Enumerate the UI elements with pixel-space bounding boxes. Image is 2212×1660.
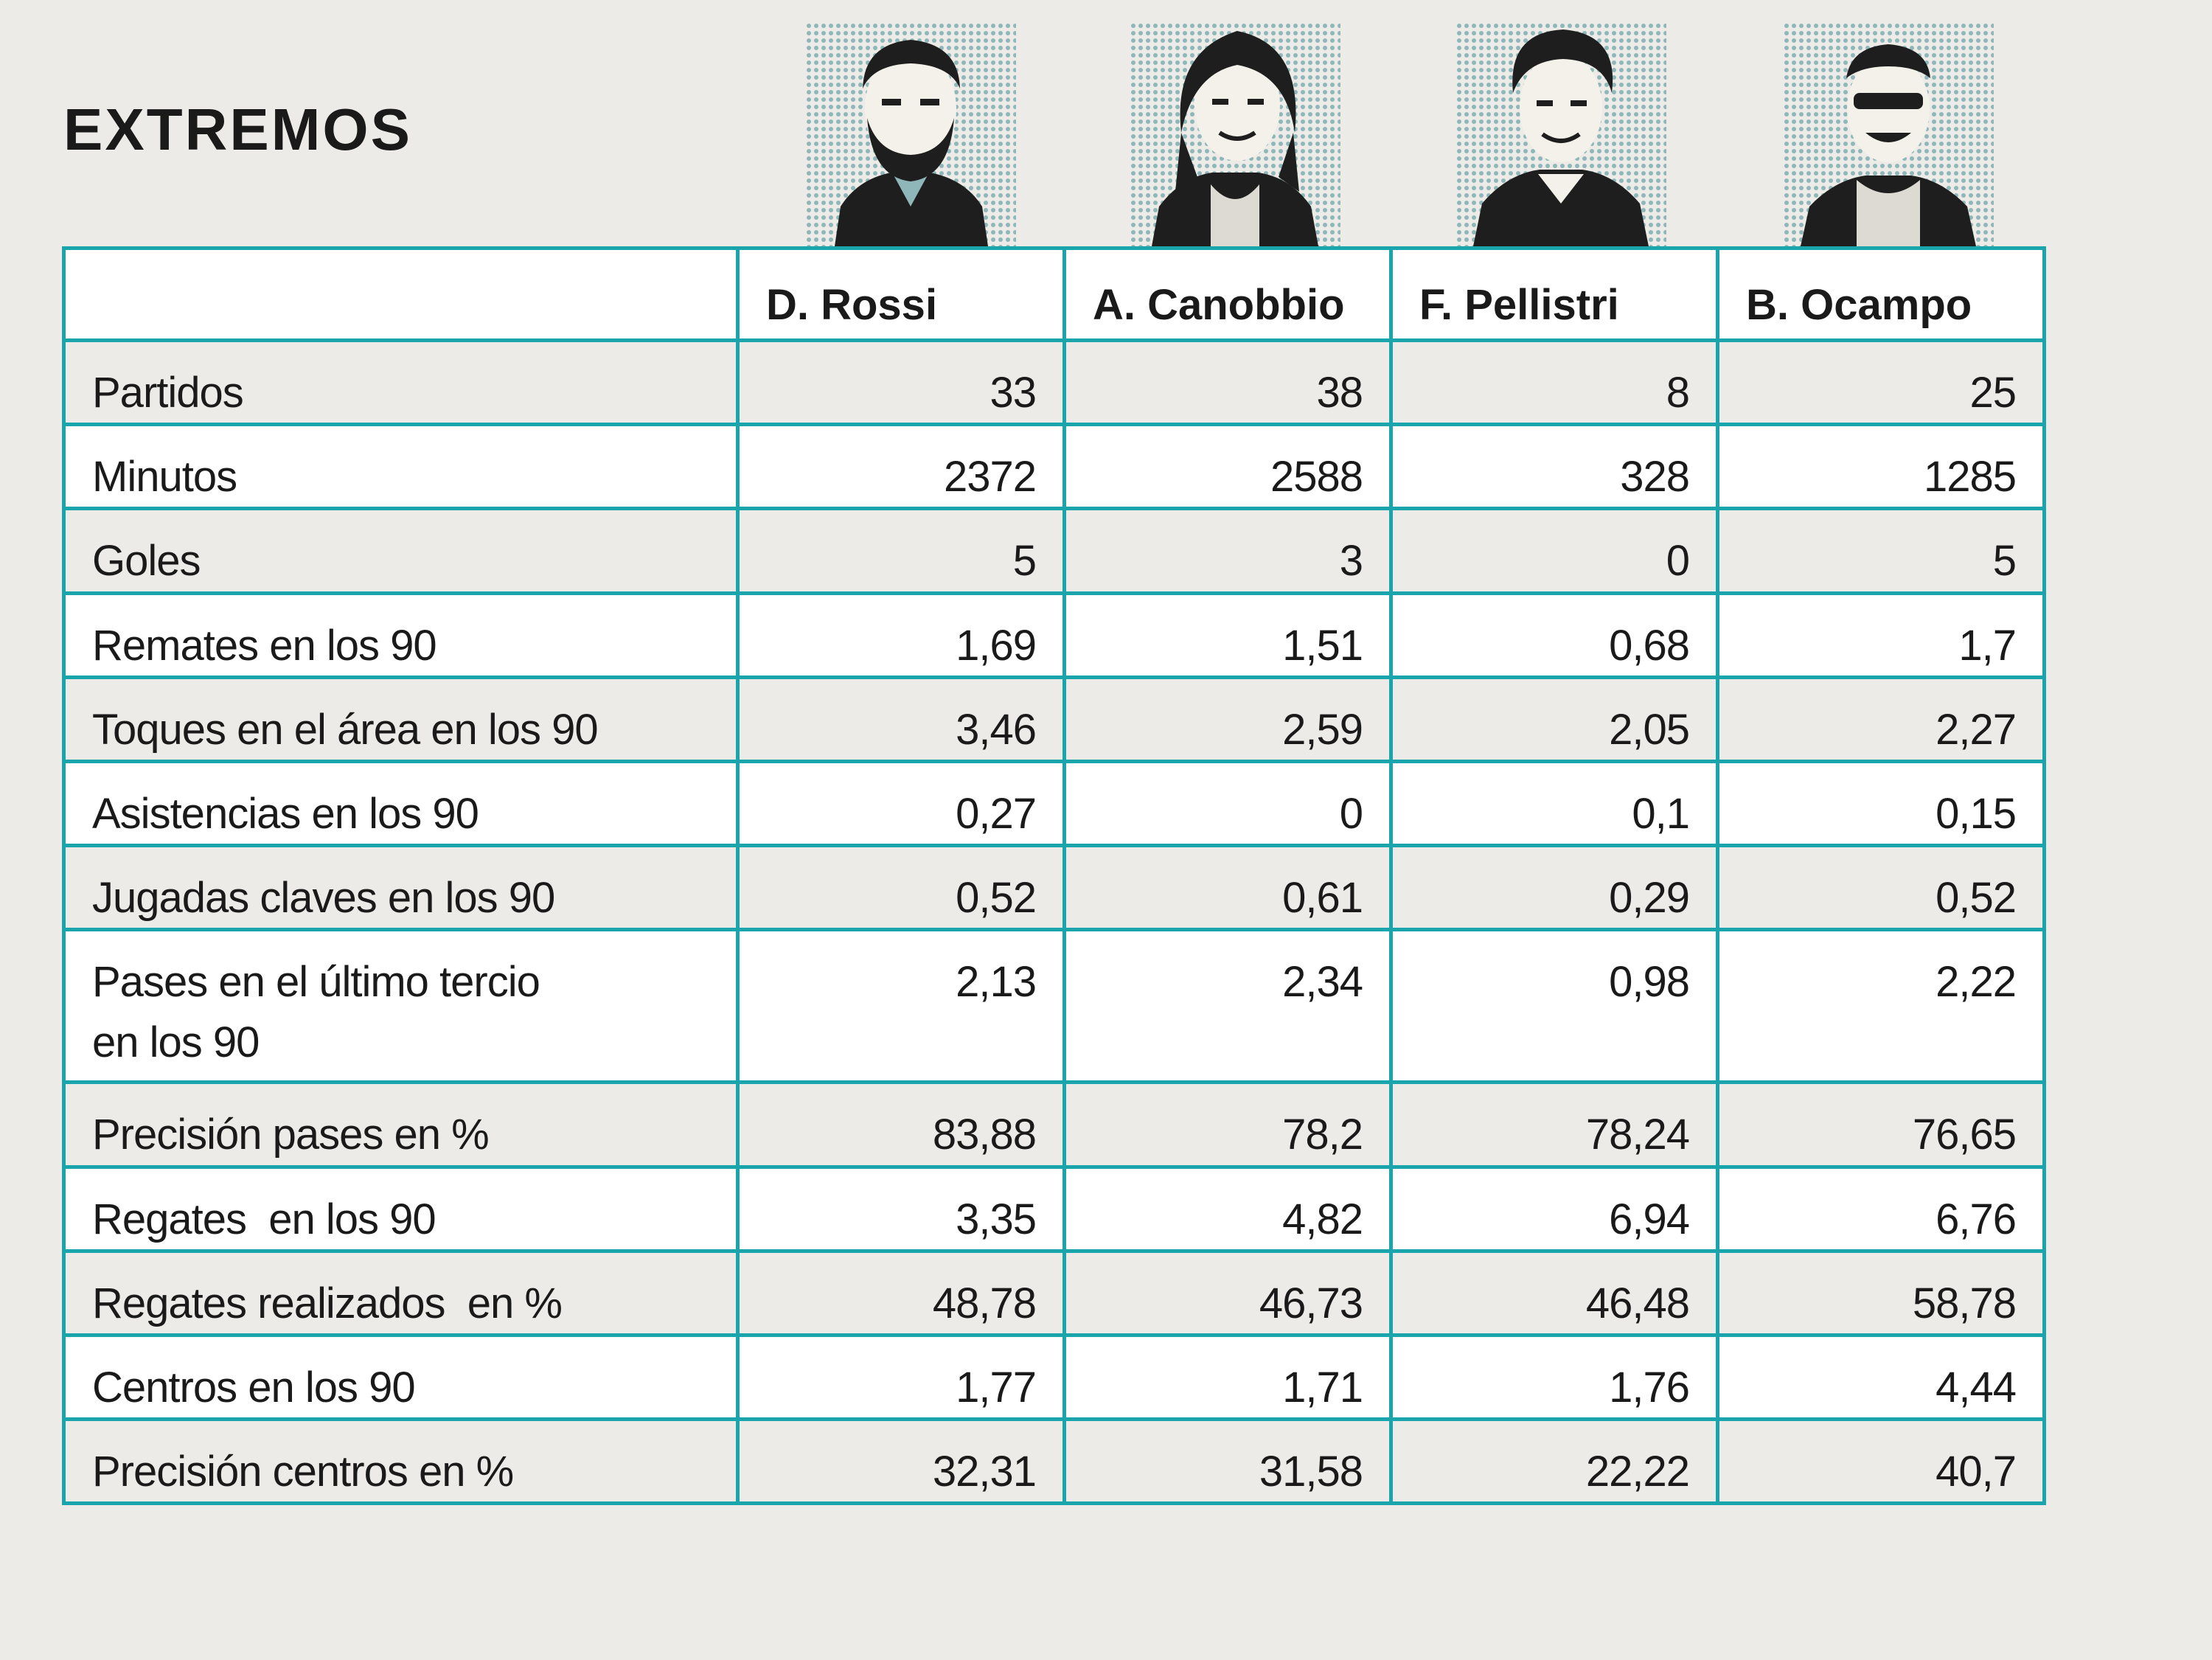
row-label: Asistencias en los 90 — [62, 759, 740, 848]
stat-cell: 78,2 — [1062, 1080, 1393, 1169]
table-row: Centros en los 90 1,77 1,71 1,76 4,44 — [62, 1333, 2046, 1422]
table-row: Precisión centros en % 32,31 31,58 22,22… — [62, 1417, 2046, 1506]
stat-cell: 2,59 — [1062, 675, 1393, 763]
stat-cell: 2,34 — [1062, 928, 1393, 1085]
player-name-header: F. Pellistri — [1389, 246, 1719, 342]
stat-cell: 4,82 — [1062, 1164, 1393, 1253]
stat-cell: 6,76 — [1716, 1164, 2046, 1253]
stat-cell: 1,51 — [1062, 591, 1393, 679]
stat-cell: 40,7 — [1716, 1417, 2046, 1506]
stat-cell: 0,98 — [1389, 928, 1719, 1085]
player-portrait-rossi — [805, 22, 1016, 246]
stat-cell: 1,76 — [1389, 1333, 1719, 1422]
table-row: Goles 5 3 0 5 — [62, 507, 2046, 595]
stat-cell: 58,78 — [1716, 1249, 2046, 1337]
header-empty-cell — [62, 246, 740, 342]
stat-cell: 31,58 — [1062, 1417, 1393, 1506]
row-label: Toques en el área en los 90 — [62, 675, 740, 763]
row-label: Partidos — [62, 338, 740, 427]
stat-cell: 2588 — [1062, 423, 1393, 511]
table-row: Remates en los 90 1,69 1,51 0,68 1,7 — [62, 591, 2046, 679]
table-header-row: D. Rossi A. Canobbio F. Pellistri B. Oca… — [62, 246, 2046, 342]
table-row: Pases en el último tercio en los 90 2,13 … — [62, 928, 2046, 1085]
stat-cell: 22,22 — [1389, 1417, 1719, 1506]
row-label: Regates en los 90 — [62, 1164, 740, 1253]
row-label: Regates realizados en % — [62, 1249, 740, 1337]
row-label: Minutos — [62, 423, 740, 511]
table-row: Regates en los 90 3,35 4,82 6,94 6,76 — [62, 1164, 2046, 1253]
stat-cell: 3 — [1062, 507, 1393, 595]
stat-cell: 0,52 — [1716, 844, 2046, 932]
player-name-header: D. Rossi — [736, 246, 1066, 342]
row-label: Goles — [62, 507, 740, 595]
table-row: Partidos 33 38 8 25 — [62, 338, 2046, 427]
stat-cell: 1,77 — [736, 1333, 1066, 1422]
row-label: Remates en los 90 — [62, 591, 740, 679]
stat-cell: 83,88 — [736, 1080, 1066, 1169]
stat-cell: 76,65 — [1716, 1080, 2046, 1169]
stat-cell: 0 — [1062, 759, 1393, 848]
table-row: Asistencias en los 90 0,27 0 0,1 0,15 — [62, 759, 2046, 848]
row-label-line: Pases en el último tercio — [92, 958, 540, 1007]
player-name-header: B. Ocampo — [1716, 246, 2046, 342]
stat-cell: 1285 — [1716, 423, 2046, 511]
stat-cell: 46,73 — [1062, 1249, 1393, 1337]
stat-cell: 0,29 — [1389, 844, 1719, 932]
stat-cell: 48,78 — [736, 1249, 1066, 1337]
stat-cell: 328 — [1389, 423, 1719, 511]
stat-cell: 6,94 — [1389, 1164, 1719, 1253]
stat-cell: 5 — [736, 507, 1066, 595]
table-row: Jugadas claves en los 90 0,52 0,61 0,29 … — [62, 844, 2046, 932]
stat-cell: 25 — [1716, 338, 2046, 427]
stat-cell: 0,15 — [1716, 759, 2046, 848]
row-label: Precisión centros en % — [62, 1417, 740, 1506]
stat-cell: 0,27 — [736, 759, 1066, 848]
stat-cell: 32,31 — [736, 1417, 1066, 1506]
stat-cell: 8 — [1389, 338, 1719, 427]
stat-cell: 4,44 — [1716, 1333, 2046, 1422]
stat-cell: 78,24 — [1389, 1080, 1719, 1169]
stat-cell: 2,27 — [1716, 675, 2046, 763]
stat-cell: 3,46 — [736, 675, 1066, 763]
stat-cell: 2,13 — [736, 928, 1066, 1085]
table-row: Regates realizados en % 48,78 46,73 46,4… — [62, 1249, 2046, 1337]
stat-cell: 33 — [736, 338, 1066, 427]
row-label: Pases en el último tercio en los 90 — [62, 928, 740, 1085]
stat-cell: 0,68 — [1389, 591, 1719, 679]
stat-cell: 2,05 — [1389, 675, 1719, 763]
stat-cell: 2,22 — [1716, 928, 2046, 1085]
stat-cell: 3,35 — [736, 1164, 1066, 1253]
table-row: Toques en el área en los 90 3,46 2,59 2,… — [62, 675, 2046, 763]
stat-cell: 0,1 — [1389, 759, 1719, 848]
stat-cell: 5 — [1716, 507, 2046, 595]
row-label: Precisión pases en % — [62, 1080, 740, 1169]
stat-cell: 1,69 — [736, 591, 1066, 679]
stats-table: D. Rossi A. Canobbio F. Pellistri B. Oca… — [62, 246, 2046, 1506]
player-portrait-pellistri — [1455, 22, 1666, 246]
row-label-line: en los 90 — [92, 1018, 260, 1066]
stat-cell: 46,48 — [1389, 1249, 1719, 1337]
stat-cell: 0,52 — [736, 844, 1066, 932]
player-portrait-canobbio — [1130, 22, 1340, 246]
table-row: Precisión pases en % 83,88 78,2 78,24 76… — [62, 1080, 2046, 1169]
stat-cell: 0,61 — [1062, 844, 1393, 932]
player-name-header: A. Canobbio — [1062, 246, 1393, 342]
player-portrait-ocampo — [1783, 22, 1994, 246]
stat-cell: 2372 — [736, 423, 1066, 511]
stat-cell: 0 — [1389, 507, 1719, 595]
stat-cell: 38 — [1062, 338, 1393, 427]
table-row: Minutos 2372 2588 328 1285 — [62, 423, 2046, 511]
stat-cell: 1,71 — [1062, 1333, 1393, 1422]
row-label: Jugadas claves en los 90 — [62, 844, 740, 932]
row-label: Centros en los 90 — [62, 1333, 740, 1422]
stat-cell: 1,7 — [1716, 591, 2046, 679]
page-title: EXTREMOS — [63, 97, 412, 162]
